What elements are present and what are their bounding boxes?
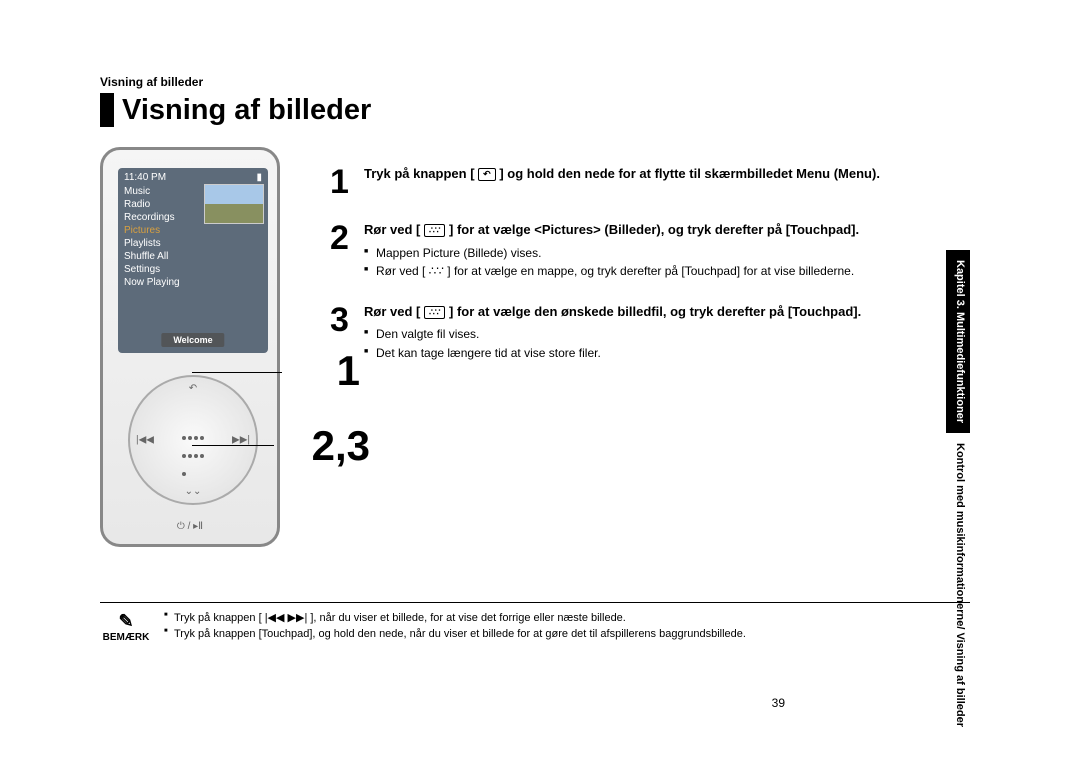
callout-line-23 [192, 445, 274, 446]
step-lead: Rør ved [ ∴∵ ] for at vælge <Pictures> (… [364, 221, 970, 239]
note-bullet: Tryk på knappen [Touchpad], og hold den … [164, 627, 970, 641]
glyph-icon: ∴∵ [424, 306, 445, 319]
device-menu-item: Playlists [124, 237, 262, 250]
step: 1Tryk på knappen [ ↶ ] og hold den nede … [330, 165, 970, 199]
step-number: 2 [330, 221, 364, 281]
note-bullet: Tryk på knappen [ |◀◀ ▶▶| ], når du vise… [164, 611, 970, 625]
steps-list: 1Tryk på knappen [ ↶ ] og hold den nede … [330, 147, 970, 547]
side-tab: Kapitel 3. Multimediefunktioner Kontrol … [946, 250, 970, 737]
breadcrumb: Visning af billeder [100, 75, 970, 89]
device-menu-item: Settings [124, 263, 262, 276]
section-tab: Kontrol med musikinformationerne/ Visnin… [946, 433, 970, 737]
touchpad-center [181, 428, 205, 452]
device-menu-item: Pictures [124, 224, 262, 237]
glyph-icon: ↶ [478, 168, 496, 181]
step-body: Rør ved [ ∴∵ ] for at vælge den ønskede … [364, 303, 970, 363]
device-menu-item: Now Playing [124, 276, 262, 289]
clock: 11:40 PM [124, 172, 166, 183]
touchpad: ↶ ⌄⌄ |◀◀ ▶▶| [128, 375, 258, 505]
page-number: 39 [772, 696, 785, 710]
note-box: ✎ BEMÆRK Tryk på knappen [ |◀◀ ▶▶| ], nå… [100, 602, 970, 644]
chapter-tab: Kapitel 3. Multimediefunktioner [946, 250, 970, 433]
glyph-icon: ∴∵ [424, 224, 445, 237]
step-number: 1 [330, 165, 364, 199]
battery-icon: ▮ [256, 172, 262, 183]
step-bullet: Den valgte fil vises. [364, 326, 970, 342]
callout-23: 2,3 [312, 422, 370, 470]
prev-icon: |◀◀ [136, 435, 154, 446]
thumbnail-image [204, 184, 264, 224]
device-screen: 11:40 PM ▮ MusicRadioRecordingsPicturesP… [118, 168, 268, 353]
title-bar: Visning af billeder [100, 93, 970, 127]
step-body: Tryk på knappen [ ↶ ] og hold den nede f… [364, 165, 970, 199]
callout-1: 1 [337, 347, 360, 395]
step: 2Rør ved [ ∴∵ ] for at vælge <Pictures> … [330, 221, 970, 281]
down-arrow-icon: ⌄⌄ [185, 486, 202, 497]
page-title: Visning af billeder [122, 94, 371, 127]
device-menu-item: Shuffle All [124, 250, 262, 263]
step-lead: Tryk på knappen [ ↶ ] og hold den nede f… [364, 165, 970, 183]
step: 3Rør ved [ ∴∵ ] for at vælge den ønskede… [330, 303, 970, 363]
step-bullet: Mappen Picture (Billede) vises. [364, 245, 970, 261]
pencil-icon: ✎ [100, 611, 152, 632]
note-label: ✎ BEMÆRK [100, 611, 152, 644]
step-body: Rør ved [ ∴∵ ] for at vælge <Pictures> (… [364, 221, 970, 281]
step-lead: Rør ved [ ∴∵ ] for at vælge den ønskede … [364, 303, 970, 321]
callout-line-1 [192, 372, 282, 373]
welcome-badge: Welcome [161, 333, 224, 347]
step-bullet: Rør ved [ ∴∵ ] for at vælge en mappe, og… [364, 263, 970, 279]
step-bullet: Det kan tage længere tid at vise store f… [364, 345, 970, 361]
title-accent [100, 93, 114, 127]
back-icon: ↶ [189, 383, 197, 394]
next-icon: ▶▶| [232, 435, 250, 446]
power-label: ⏻ / ▸Ⅱ [177, 521, 203, 532]
device-illustration: 11:40 PM ▮ MusicRadioRecordingsPicturesP… [100, 147, 310, 547]
